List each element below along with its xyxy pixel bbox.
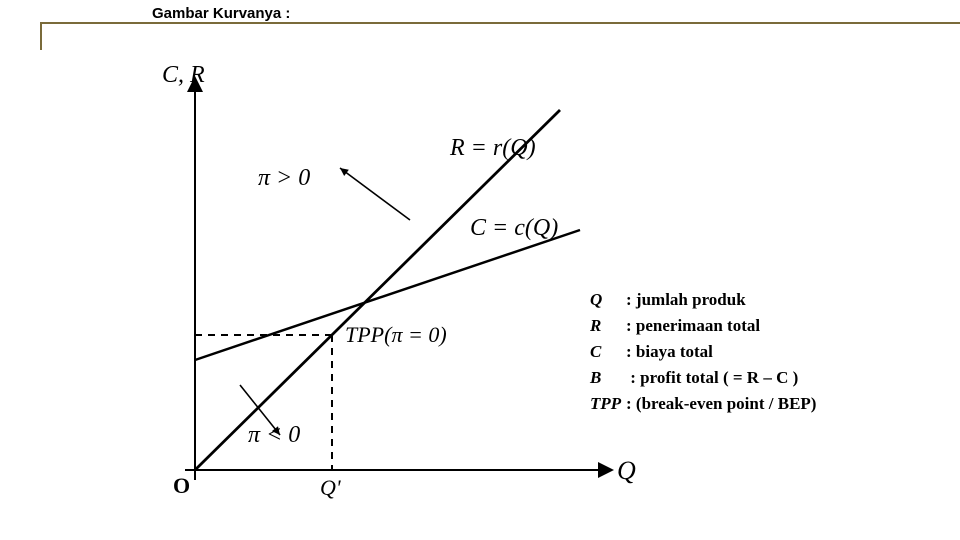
legend: Q: jumlah produkR: penerimaan totalC: bi… <box>590 290 816 420</box>
origin-label: O <box>173 473 190 499</box>
legend-row: TPP: (break-even point / BEP) <box>590 394 816 414</box>
legend-text: : (break-even point / BEP) <box>626 394 816 413</box>
q-prime-label: Q' <box>320 475 341 501</box>
r-equation-label: R = r(Q) <box>450 135 536 162</box>
frame-left <box>40 22 42 50</box>
legend-text: : profit total ( = R – C ) <box>626 368 798 387</box>
legend-row: R: penerimaan total <box>590 316 816 336</box>
axis-label-CR: C, R <box>162 62 205 89</box>
legend-row: C: biaya total <box>590 342 816 362</box>
legend-row: Q: jumlah produk <box>590 290 816 310</box>
legend-symbol: R <box>590 316 626 336</box>
frame-top <box>40 22 960 24</box>
legend-symbol: Q <box>590 290 626 310</box>
chart-container: C, R O Q' Q R = r(Q) C = c(Q) π > 0 π < … <box>140 60 660 500</box>
legend-text: : jumlah produk <box>626 290 746 309</box>
page-title: Gambar Kurvanya : <box>152 5 290 22</box>
pi-negative-label: π < 0 <box>248 422 300 449</box>
legend-text: : biaya total <box>626 342 713 361</box>
legend-text: : penerimaan total <box>626 316 760 335</box>
legend-symbol: TPP <box>590 394 626 414</box>
chart-svg <box>140 60 660 510</box>
legend-symbol: B <box>590 368 626 388</box>
c-equation-label: C = c(Q) <box>470 215 558 242</box>
q-axis-label: Q <box>617 456 636 486</box>
pi-positive-label: π > 0 <box>258 165 310 192</box>
legend-row: B : profit total ( = R – C ) <box>590 368 816 388</box>
tpp-label: TPP(π = 0) <box>345 322 447 348</box>
legend-symbol: C <box>590 342 626 362</box>
